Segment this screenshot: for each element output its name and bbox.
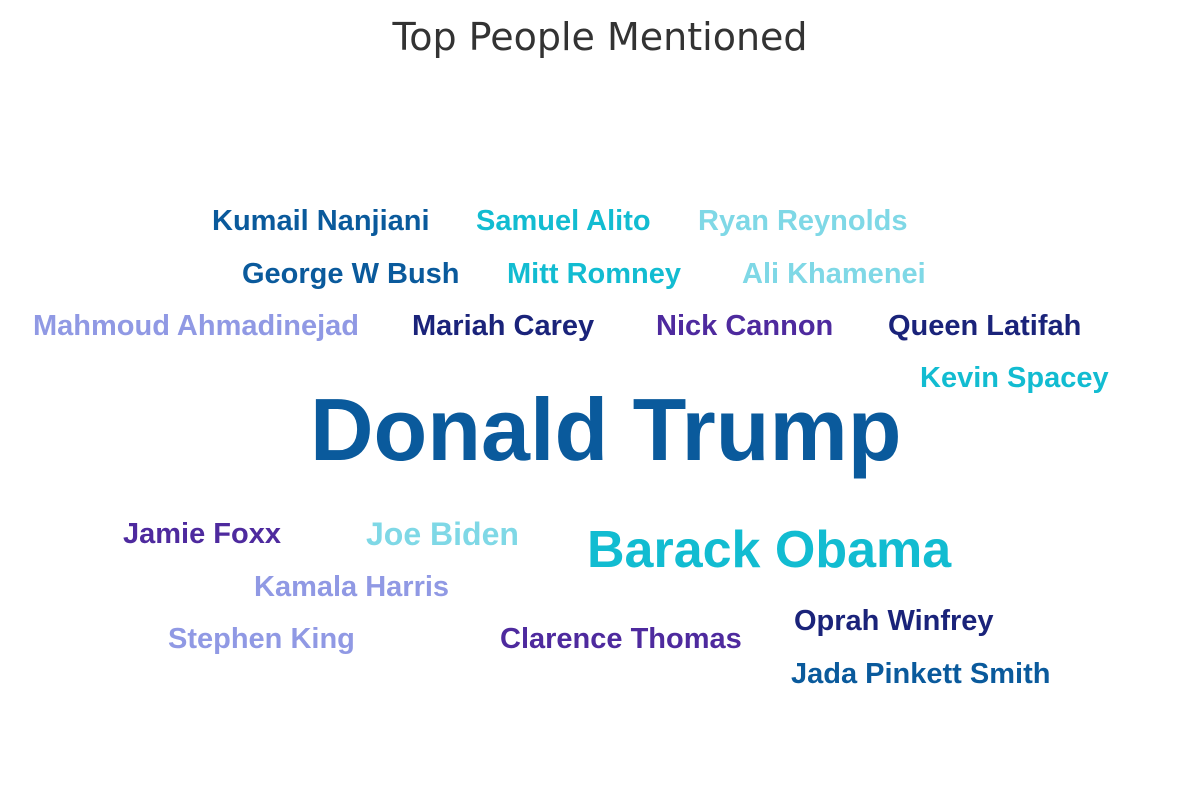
word-mitt-romney: Mitt Romney	[507, 258, 681, 290]
word-kevin-spacey: Kevin Spacey	[920, 362, 1109, 394]
word-kamala-harris: Kamala Harris	[254, 571, 450, 603]
word-joe-biden: Joe Biden	[366, 516, 519, 552]
word-oprah-winfrey: Oprah Winfrey	[794, 605, 994, 637]
chart-title: Top People Mentioned	[392, 15, 808, 59]
word-donald-trump: Donald Trump	[310, 380, 902, 479]
word-jamie-foxx: Jamie Foxx	[123, 518, 281, 550]
word-nick-cannon: Nick Cannon	[656, 310, 834, 342]
word-ryan-reynolds: Ryan Reynolds	[698, 205, 908, 237]
word-barack-obama: Barack Obama	[587, 521, 952, 579]
word-mariah-carey: Mariah Carey	[412, 310, 595, 342]
word-mahmoud-ahmadinejad: Mahmoud Ahmadinejad	[33, 310, 359, 342]
word-kumail-nanjiani: Kumail Nanjiani	[212, 205, 430, 237]
word-queen-latifah: Queen Latifah	[888, 310, 1082, 342]
word-ali-khamenei: Ali Khamenei	[742, 258, 926, 290]
word-jada-pinkett-smith: Jada Pinkett Smith	[791, 658, 1051, 690]
word-stephen-king: Stephen King	[168, 623, 355, 655]
word-clarence-thomas: Clarence Thomas	[500, 623, 742, 655]
word-samuel-alito: Samuel Alito	[476, 205, 651, 237]
word-george-w-bush: George W Bush	[242, 258, 460, 290]
